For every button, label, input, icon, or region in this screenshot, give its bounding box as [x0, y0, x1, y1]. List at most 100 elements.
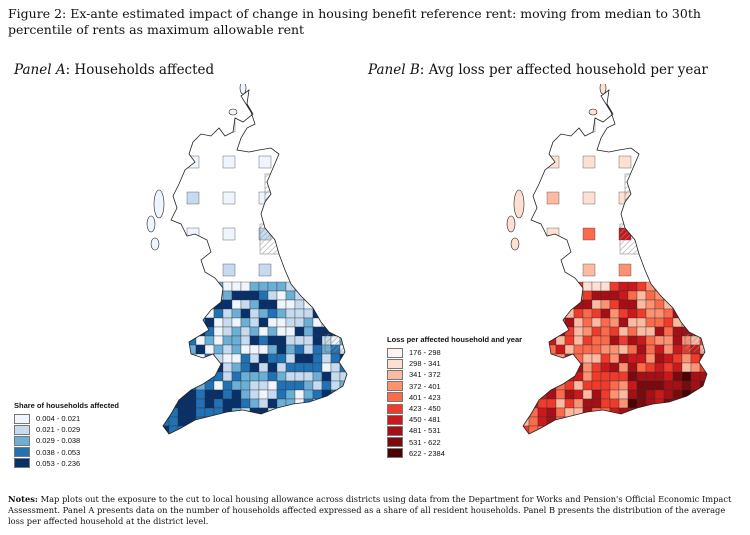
district-region	[546, 290, 557, 301]
district-region	[339, 326, 347, 337]
district-region	[681, 407, 692, 418]
district-region	[475, 318, 484, 327]
district-region	[502, 318, 511, 327]
district-region	[142, 336, 151, 345]
district-region	[718, 408, 720, 417]
district-region	[555, 344, 566, 355]
district-region	[618, 155, 632, 169]
district-region	[340, 453, 349, 462]
district-region	[646, 444, 655, 453]
district-region	[718, 372, 720, 381]
district-region	[618, 371, 629, 382]
district-region	[133, 345, 142, 354]
district-region	[285, 317, 296, 328]
district-region	[186, 155, 200, 169]
district-region	[151, 471, 160, 479]
district-region	[718, 282, 720, 291]
district-region	[681, 299, 692, 310]
district-region	[601, 471, 610, 479]
district-region	[637, 462, 646, 471]
district-region	[349, 462, 358, 471]
district-region	[627, 326, 638, 337]
district-region	[654, 90, 668, 97]
district-region	[240, 299, 251, 310]
district-region	[645, 326, 656, 337]
district-region	[672, 353, 683, 364]
district-region	[222, 398, 233, 409]
district-region	[267, 299, 278, 310]
district-region	[258, 155, 272, 169]
district-region	[700, 462, 709, 471]
district-region	[142, 453, 151, 462]
district-region	[250, 462, 259, 471]
district-region	[573, 407, 584, 418]
district-region	[258, 389, 269, 400]
district-region	[213, 308, 224, 319]
district-region	[204, 425, 215, 434]
district-region	[196, 444, 205, 453]
district-region	[609, 353, 620, 364]
district-region	[592, 471, 601, 479]
district-region	[258, 281, 269, 292]
district-region	[691, 435, 700, 444]
district-region	[168, 308, 179, 319]
district-region	[565, 444, 574, 453]
district-region	[537, 290, 548, 301]
island	[150, 237, 160, 251]
district-region	[664, 453, 673, 462]
district-region	[493, 318, 502, 327]
panel-b-legend-swatch	[387, 448, 403, 459]
district-region	[592, 462, 601, 471]
district-region	[537, 344, 548, 355]
district-region	[124, 408, 133, 417]
district-region	[142, 471, 151, 479]
district-region	[528, 344, 539, 355]
panel-b-legend-item: 176 - 298	[387, 347, 522, 358]
district-region	[151, 291, 160, 300]
district-region	[618, 389, 629, 400]
district-region	[591, 281, 602, 292]
district-region	[654, 317, 665, 328]
district-region	[294, 299, 305, 310]
district-region	[249, 308, 260, 319]
district-region	[636, 290, 647, 301]
district-region	[528, 335, 539, 346]
district-region	[222, 290, 233, 301]
district-region	[718, 327, 720, 336]
district-region	[177, 326, 188, 337]
district-region	[523, 317, 530, 328]
district-region	[258, 90, 272, 97]
district-region	[564, 362, 575, 373]
district-region	[627, 344, 638, 355]
district-region	[699, 425, 707, 434]
district-region	[195, 425, 206, 434]
district-region	[249, 425, 260, 434]
district-region	[312, 290, 323, 301]
district-region	[330, 398, 341, 409]
district-region	[285, 389, 296, 400]
district-region	[267, 371, 278, 382]
district-region	[195, 281, 206, 292]
district-region	[294, 281, 305, 292]
district-region	[294, 90, 308, 97]
district-region	[163, 308, 170, 319]
district-region	[528, 380, 539, 391]
panel-b-title: Panel B: Avg loss per affected household…	[368, 62, 708, 78]
district-region	[240, 344, 251, 355]
district-region	[285, 299, 296, 310]
district-region	[303, 344, 314, 355]
district-region	[529, 462, 538, 471]
district-region	[537, 371, 548, 382]
district-region	[699, 281, 707, 292]
island	[513, 189, 525, 219]
district-region	[285, 425, 296, 434]
district-region	[618, 299, 629, 310]
no-data-region	[259, 223, 281, 255]
district-region	[142, 363, 151, 372]
district-region	[358, 426, 360, 435]
district-region	[133, 417, 142, 426]
district-region	[600, 380, 611, 391]
district-region	[564, 389, 575, 400]
district-region	[142, 300, 151, 309]
district-region	[339, 398, 347, 409]
